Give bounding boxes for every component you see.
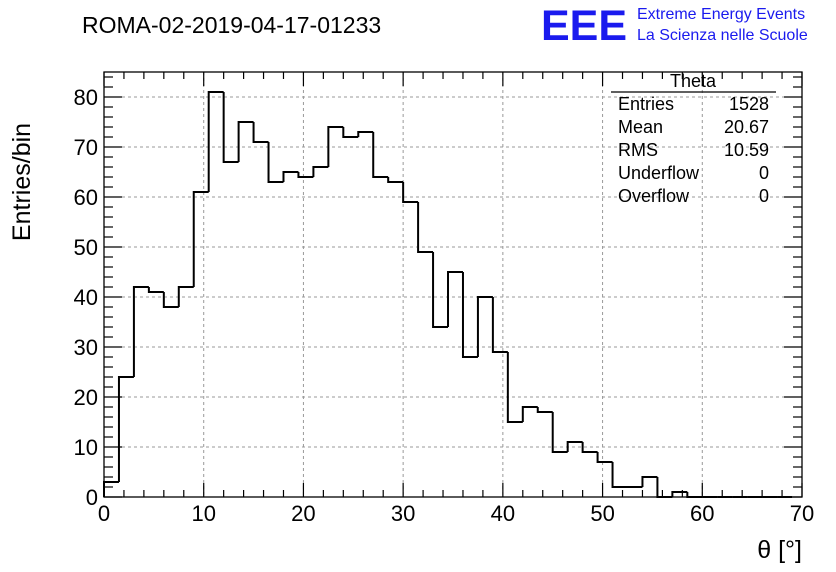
histogram-bin [461,272,478,358]
y-tick-label: 80 [74,85,98,110]
histogram-bin [282,171,299,182]
plot-frame [103,71,803,498]
stats-box: Theta Entries 1528 Mean 20.67 RMS 10.59 Underf… [611,71,776,206]
histogram-bin [432,252,449,328]
logo-line2: La Scienza nelle Scuole [637,27,808,44]
y-tick-label: 10 [74,435,98,460]
axis-ticks [103,72,803,498]
y-tick-label: 60 [74,185,98,210]
x-tick-label: 20 [291,501,315,526]
stats-row-value: 1528 [729,94,769,114]
x-tick-label: 60 [690,501,714,526]
histogram-bin [596,452,613,463]
logo-line1: Extreme Energy Events [637,6,805,23]
stats-rows: Entries 1528 Mean 20.67 RMS 10.59 Underflow 0 Ov… [618,94,769,206]
histogram-bin [312,166,329,177]
stats-name: Theta [670,71,717,91]
y-tick-label: 0 [86,485,98,510]
x-tick-label: 40 [491,501,515,526]
x-tick-label: 50 [590,501,614,526]
stats-row-label: Mean [618,117,663,137]
stats-row-value: 20.67 [724,117,769,137]
stats-row-label: Entries [618,94,674,114]
x-tick-label: 10 [191,501,215,526]
histogram-bin [132,286,149,377]
chart-title: ROMA-02-2019-04-17-01233 [82,12,381,38]
histogram-bin [207,91,224,192]
histogram-bin [447,271,463,327]
x-axis-label: θ [°] [757,536,802,564]
histogram-bin [566,441,583,452]
histogram-bars [103,91,793,498]
histogram-bin [521,406,538,422]
histogram-bin [686,492,703,498]
y-axis-label: Entries/bin [8,123,36,241]
y-tick-label: 70 [74,135,98,160]
histogram-bin [656,477,673,498]
histogram-bin [103,481,119,497]
histogram-bin [222,92,239,163]
stats-row-label: Overflow [618,186,690,206]
histogram-bin [402,182,419,203]
histogram-bin [387,177,404,183]
x-tick-labels: 0 10 20 30 40 50 60 70 [98,501,814,526]
histogram-bin [297,172,314,178]
y-tick-label: 30 [74,335,98,360]
histogram-bin [177,286,194,307]
x-tick-label: 70 [790,501,814,526]
histogram-bin [357,131,374,137]
eee-logo: EEE Extreme Energy Events La Scienza nel… [541,2,808,50]
x-tick-label: 30 [391,501,415,526]
stats-row-value: 0 [759,186,769,206]
histogram-bin [117,376,134,482]
stats-row-label: RMS [618,140,658,160]
histogram-bin [671,491,688,497]
stats-row-value: 0 [759,163,769,183]
histogram-bin [192,191,209,287]
histogram-bin [372,132,389,178]
histogram-bin [342,127,359,138]
histogram-bin [237,121,254,162]
histogram-bin [611,462,628,488]
histogram-bin [506,352,523,423]
histogram-bin [267,142,284,183]
y-tick-labels: 0 10 20 30 40 50 60 70 80 [74,85,98,510]
histogram-bin [581,442,598,453]
histogram-bin [162,292,179,308]
histogram-bin [491,297,508,353]
histogram-bin [476,296,493,357]
stats-row-value: 10.59 [724,140,769,160]
stats-row-label: Underflow [618,163,700,183]
histogram-bin [417,202,434,253]
histogram-bin [147,287,164,293]
logo-mark: EEE [541,2,627,50]
x-tick-label: 0 [98,501,110,526]
y-tick-label: 40 [74,285,98,310]
histogram-bin [551,412,568,453]
histogram-bin [252,122,269,143]
y-tick-label: 50 [74,235,98,260]
grid-lines [104,72,802,497]
y-tick-label: 20 [74,385,98,410]
histogram-bin [327,126,344,167]
histogram-bin [641,476,658,487]
histogram-bin [536,407,553,413]
